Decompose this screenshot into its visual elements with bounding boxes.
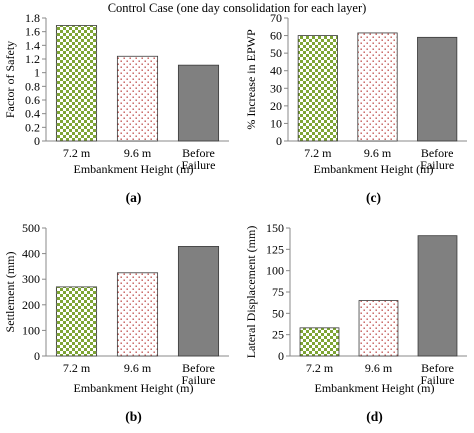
panel-label: (d): [366, 409, 383, 424]
bar: [177, 64, 220, 142]
bar: [417, 36, 458, 142]
y-tick-label: 1.2: [25, 52, 40, 66]
y-tick-label: 1.4: [25, 38, 40, 52]
x-tick-label: Failure: [420, 158, 454, 172]
y-tick-label: 60: [270, 29, 282, 43]
x-axis-title: Embankment Height (m): [315, 381, 435, 395]
panel-label: (a): [126, 190, 142, 205]
y-tick-label: 0.2: [25, 120, 40, 134]
y-tick-label: 150: [266, 221, 284, 235]
x-tick-label: Before: [421, 361, 454, 375]
y-tick-label: 100: [266, 264, 284, 278]
y-axis-title: Settlement (mm): [3, 252, 17, 333]
x-tick-label: 7.2 m: [306, 361, 334, 375]
y-tick-label: 40: [270, 64, 282, 78]
y-tick-label: 30: [270, 81, 282, 95]
x-tick-label: Failure: [421, 373, 455, 387]
y-tick-label: 0: [34, 134, 40, 148]
panel-label: (b): [125, 409, 142, 424]
y-tick-label: 70: [270, 11, 282, 25]
bar: [417, 235, 458, 357]
x-axis-title: Embankment Height (m): [74, 162, 194, 176]
x-tick-label: Before: [421, 146, 454, 160]
x-tick-label: Failure: [182, 158, 216, 172]
bar: [55, 25, 98, 142]
y-tick-label: 75: [272, 285, 284, 299]
x-tick-label: 9.6 m: [124, 361, 152, 375]
y-tick-label: 200: [22, 298, 40, 312]
y-tick-label: 1: [34, 66, 40, 80]
y-tick-label: 0: [278, 349, 284, 363]
y-tick-label: 125: [266, 242, 284, 256]
x-tick-label: Before: [182, 361, 215, 375]
y-tick-label: 25: [272, 328, 284, 342]
chart-panel: 00.20.40.60.811.21.41.61.8 7.2 m 9.6 m Befo…: [3, 11, 229, 205]
y-tick-label: 50: [270, 46, 282, 60]
bar: [357, 32, 398, 142]
bar: [55, 286, 98, 357]
bar: [116, 272, 159, 357]
y-axis-title: % Increase in EPWP: [244, 29, 258, 130]
bar: [299, 327, 340, 357]
bar: [177, 246, 220, 357]
x-tick-label: Failure: [182, 373, 216, 387]
x-tick-label: Before: [182, 146, 215, 160]
y-tick-label: 0.6: [25, 93, 40, 107]
y-tick-label: 0: [276, 134, 282, 148]
figure-title: Control Case (one day consolidation for …: [108, 1, 367, 15]
x-tick-label: 9.6 m: [124, 146, 152, 160]
y-tick-label: 0: [34, 349, 40, 363]
y-tick-label: 500: [22, 221, 40, 235]
x-axis-title: Embankment Height (m): [314, 162, 434, 176]
bar: [297, 35, 338, 142]
y-axis-title: Factor of Safety: [3, 41, 17, 118]
x-tick-label: 7.2 m: [63, 146, 91, 160]
bar: [116, 55, 159, 142]
x-tick-label: 7.2 m: [63, 361, 91, 375]
panel-label: (c): [366, 190, 381, 205]
y-tick-label: 400: [22, 247, 40, 261]
x-tick-label: 7.2 m: [304, 146, 332, 160]
y-axis-title: Lateral Displacement (mm): [244, 226, 258, 359]
y-tick-label: 0.8: [25, 79, 40, 93]
y-tick-label: 0.4: [25, 107, 40, 121]
y-tick-label: 300: [22, 272, 40, 286]
y-tick-label: 1.8: [25, 11, 40, 25]
bar: [358, 300, 399, 357]
panels: 00.20.40.60.811.21.41.61.87.2 m 9.6 m Befo…: [3, 11, 467, 424]
x-tick-label: 9.6 m: [364, 146, 392, 160]
x-tick-label: 9.6 m: [365, 361, 393, 375]
x-axis-title: Embankment Height (m): [74, 381, 194, 395]
y-tick-label: 50: [272, 306, 284, 320]
y-tick-label: 1.6: [25, 25, 40, 39]
y-tick-label: 10: [270, 116, 282, 130]
y-tick-label: 100: [22, 323, 40, 337]
y-tick-label: 20: [270, 99, 282, 113]
